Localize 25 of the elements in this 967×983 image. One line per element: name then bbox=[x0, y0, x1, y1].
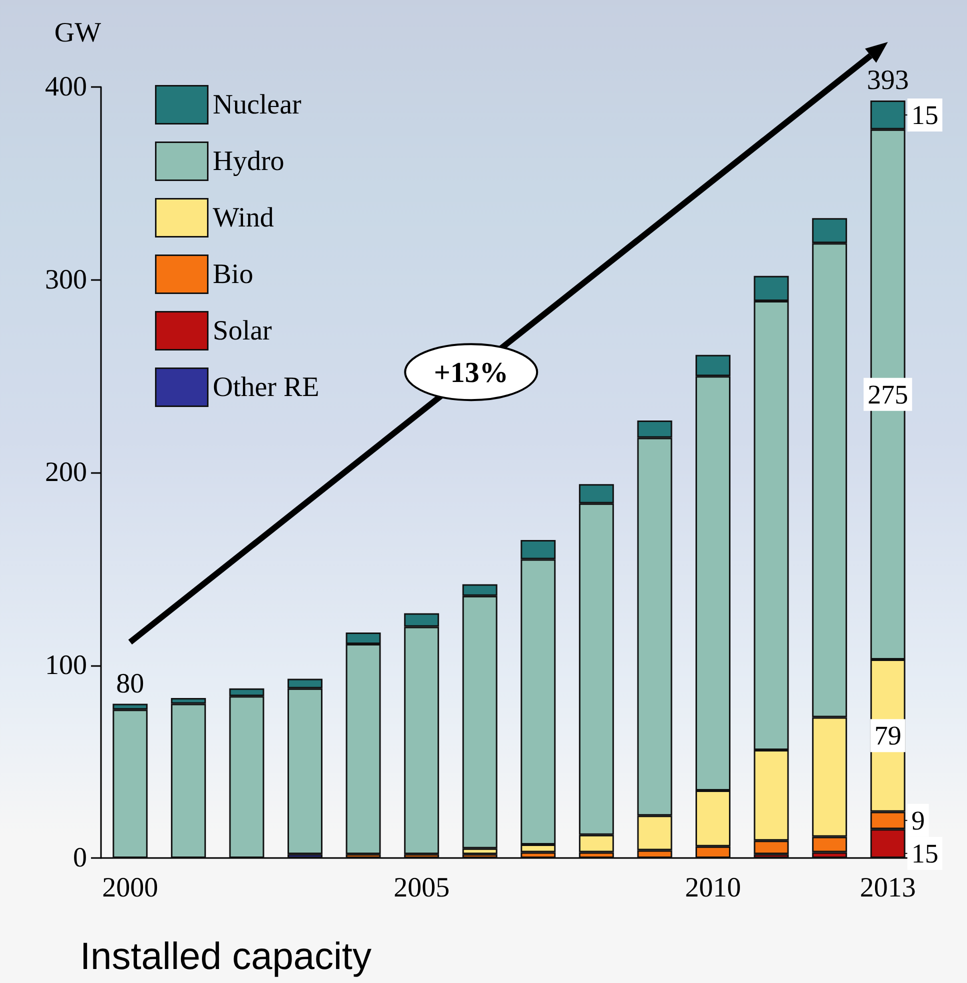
x-tick-label: 2010 bbox=[685, 872, 741, 904]
y-tick-label: 0 bbox=[73, 842, 87, 874]
y-tick-label: 300 bbox=[45, 264, 87, 296]
annotation: +13% bbox=[434, 357, 508, 390]
data-label: 79 bbox=[874, 720, 902, 751]
x-tick-label: 2013 bbox=[860, 872, 916, 904]
y-tick-label: 200 bbox=[45, 457, 87, 488]
legend-label: Hydro bbox=[212, 146, 284, 177]
legend-label: Solar bbox=[212, 315, 273, 346]
x-tick-label: 2005 bbox=[394, 872, 450, 904]
legend-label: Nuclear bbox=[212, 89, 302, 120]
legend-label: Wind bbox=[212, 202, 274, 234]
data-label: 275 bbox=[868, 379, 908, 410]
x-tick-label: 2000 bbox=[102, 872, 158, 904]
data-label: 9 bbox=[911, 805, 925, 836]
total-label: 393 bbox=[866, 64, 909, 96]
y-tick-label: 100 bbox=[45, 650, 87, 681]
y-axis-title: GW bbox=[54, 18, 102, 48]
text: Installed capacity bbox=[80, 936, 372, 978]
data-label: 15 bbox=[911, 100, 938, 130]
legend-label: Bio bbox=[212, 258, 254, 290]
data-label: 15 bbox=[911, 838, 938, 868]
total-label: 80 bbox=[116, 668, 144, 700]
legend-label: Other RE bbox=[212, 372, 320, 403]
y-tick-label: 400 bbox=[45, 72, 87, 102]
